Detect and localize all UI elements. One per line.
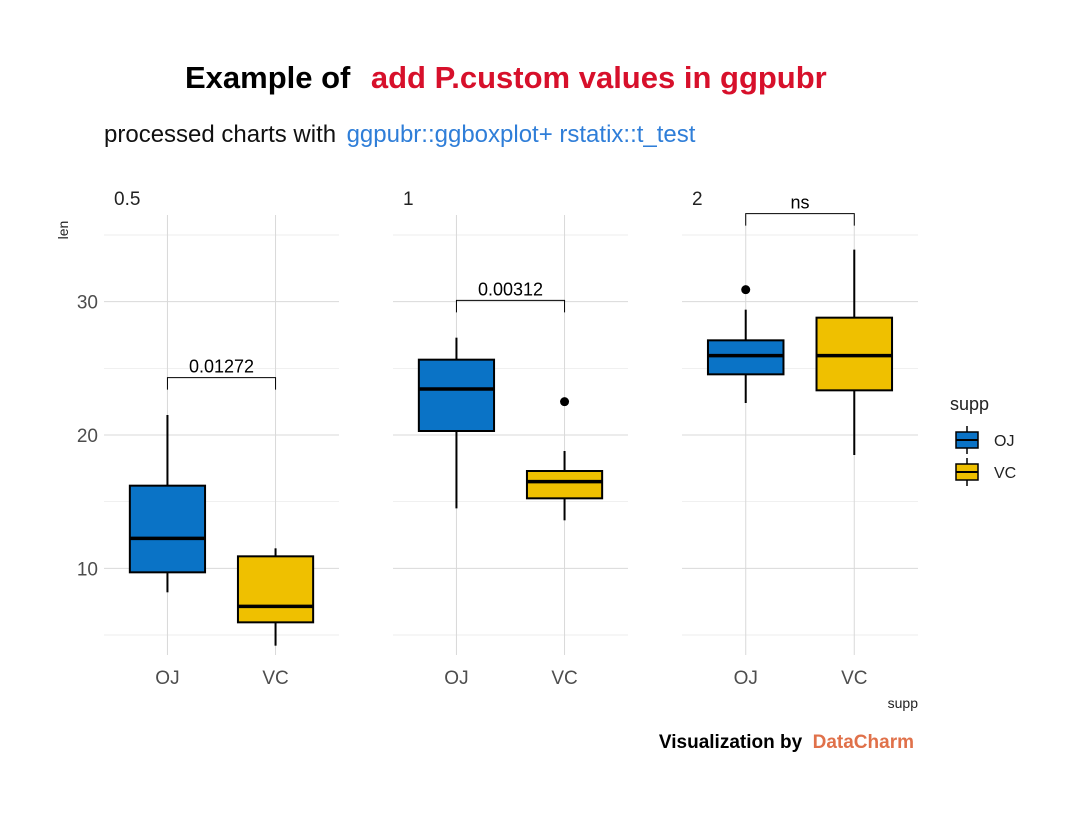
y-tick-label: 30 <box>77 293 98 314</box>
chart-subtitle: processed charts with ggpubr::ggboxplot+… <box>104 121 696 148</box>
x-tick-label: VC <box>262 668 288 689</box>
y-tick-label: 20 <box>77 426 98 447</box>
chart-title-part2: add P.custom values in ggpubr <box>371 60 827 95</box>
chart-title: Example of add P.custom values in ggpubr <box>185 60 827 95</box>
caption: Visualization by DataCharm <box>659 732 914 753</box>
outlier-point <box>560 397 570 407</box>
facet-label: 1 <box>403 189 414 210</box>
caption-part2: DataCharm <box>813 732 914 753</box>
caption-part1: Visualization by <box>659 732 803 753</box>
outlier-point <box>741 285 751 295</box>
x-tick-label: VC <box>551 668 577 689</box>
p-value-label: ns <box>790 193 809 213</box>
facet-label: 0.5 <box>114 189 140 210</box>
box-oj <box>417 358 496 432</box>
x-tick-label: OJ <box>734 668 758 689</box>
legend-title: supp <box>950 394 989 414</box>
plot-layer: 0.5 0.01272 OJ VC 1 0.00312 OJ VC 2 ns OJ VC 10 20 30 <box>77 189 894 689</box>
legend-label: VC <box>994 465 1016 482</box>
p-value-bracket <box>745 213 855 226</box>
x-axis-title: supp <box>888 695 919 711</box>
y-tick-label: 10 <box>77 559 98 580</box>
box-vc <box>236 555 315 624</box>
p-value-label: 0.01272 <box>189 357 254 377</box>
box-oj <box>128 484 207 574</box>
chart-subtitle-part2: ggpubr::ggboxplot+ rstatix::t_test <box>347 121 696 148</box>
legend-label: OJ <box>994 433 1014 450</box>
chart-subtitle-part1: processed charts with <box>104 121 336 148</box>
p-value-bracket <box>166 377 277 390</box>
x-tick-label: VC <box>841 668 867 689</box>
y-axis-title: len <box>55 221 71 240</box>
x-tick-label: OJ <box>155 668 179 689</box>
p-value-label: 0.00312 <box>478 279 543 299</box>
facet-label: 2 <box>692 189 703 210</box>
x-tick-label: OJ <box>444 668 468 689</box>
box-vc <box>525 470 604 500</box>
p-value-bracket <box>455 299 566 313</box>
legend: supp OJ VC <box>950 394 1016 486</box>
chart-title-part1: Example of <box>185 60 351 95</box>
